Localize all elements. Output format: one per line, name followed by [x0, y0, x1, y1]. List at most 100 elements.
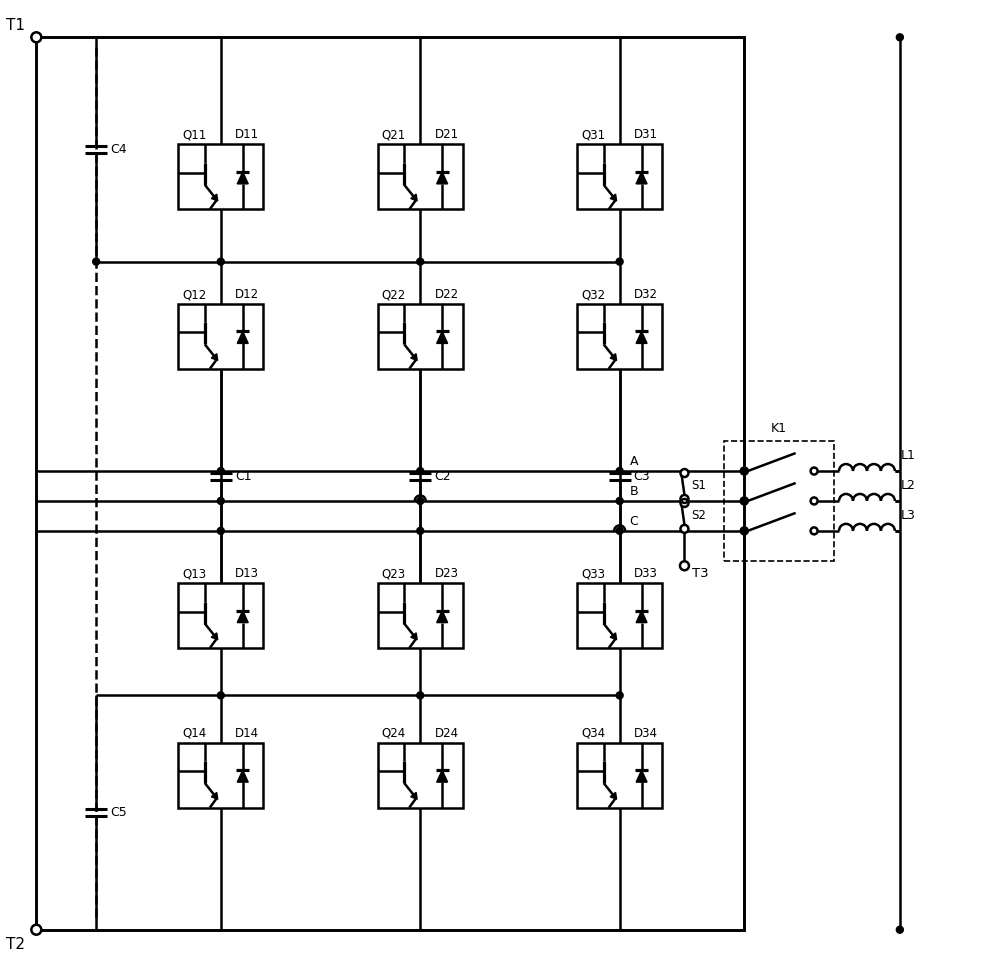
Circle shape — [680, 469, 688, 477]
Text: Q13: Q13 — [182, 567, 207, 581]
Circle shape — [616, 527, 623, 534]
Text: T1: T1 — [6, 17, 25, 33]
Polygon shape — [237, 770, 248, 782]
Text: Q12: Q12 — [182, 288, 207, 301]
Text: A: A — [630, 455, 638, 469]
Circle shape — [741, 527, 748, 534]
Circle shape — [680, 561, 689, 570]
Circle shape — [93, 258, 100, 265]
Text: D32: D32 — [634, 288, 658, 301]
Bar — [178, 145, 263, 210]
Circle shape — [217, 527, 224, 534]
Bar — [577, 743, 662, 808]
Circle shape — [417, 527, 424, 534]
Text: D31: D31 — [634, 128, 658, 141]
Text: D21: D21 — [434, 128, 459, 141]
Bar — [577, 145, 662, 210]
Circle shape — [417, 258, 424, 265]
Text: L3: L3 — [901, 509, 916, 522]
Text: S1: S1 — [691, 479, 706, 493]
Circle shape — [616, 497, 623, 504]
Text: S2: S2 — [691, 509, 706, 523]
Text: D23: D23 — [435, 567, 459, 581]
Polygon shape — [636, 172, 647, 184]
Bar — [378, 743, 463, 808]
Polygon shape — [610, 792, 617, 799]
Text: Q31: Q31 — [581, 128, 605, 141]
Polygon shape — [437, 172, 448, 184]
Polygon shape — [636, 611, 647, 623]
Polygon shape — [237, 331, 248, 343]
Circle shape — [680, 525, 688, 533]
Polygon shape — [211, 194, 218, 201]
Text: K1: K1 — [771, 422, 787, 435]
Polygon shape — [237, 611, 248, 623]
Circle shape — [680, 499, 688, 507]
Circle shape — [417, 692, 424, 698]
Circle shape — [811, 527, 818, 534]
Polygon shape — [437, 331, 448, 343]
Circle shape — [741, 468, 748, 474]
Polygon shape — [411, 354, 417, 360]
Text: Q23: Q23 — [382, 567, 406, 581]
Circle shape — [741, 527, 748, 534]
Text: L1: L1 — [901, 449, 916, 462]
Bar — [178, 743, 263, 808]
Polygon shape — [636, 770, 647, 782]
Text: D33: D33 — [634, 567, 658, 581]
Bar — [178, 583, 263, 648]
Text: B: B — [630, 485, 638, 497]
Text: C5: C5 — [110, 806, 127, 819]
Circle shape — [811, 497, 818, 504]
Circle shape — [31, 924, 41, 935]
Polygon shape — [211, 633, 218, 639]
Bar — [378, 583, 463, 648]
Text: C4: C4 — [110, 143, 127, 156]
Text: Q32: Q32 — [581, 288, 605, 301]
Bar — [724, 441, 834, 561]
Text: L2: L2 — [901, 479, 916, 492]
Text: C3: C3 — [634, 469, 650, 483]
Circle shape — [417, 497, 424, 504]
Polygon shape — [237, 172, 248, 184]
Bar — [577, 304, 662, 369]
Polygon shape — [610, 354, 617, 360]
Circle shape — [741, 497, 748, 504]
Circle shape — [811, 468, 818, 474]
Circle shape — [217, 468, 224, 474]
Circle shape — [896, 926, 903, 933]
Polygon shape — [437, 611, 448, 623]
Circle shape — [217, 258, 224, 265]
Circle shape — [616, 258, 623, 265]
Polygon shape — [610, 194, 617, 201]
Circle shape — [217, 497, 224, 504]
Text: D34: D34 — [634, 726, 658, 740]
Text: D14: D14 — [235, 726, 259, 740]
Text: C: C — [630, 515, 638, 527]
Text: Q34: Q34 — [581, 726, 605, 740]
Bar — [577, 583, 662, 648]
Text: D24: D24 — [434, 726, 459, 740]
Text: T3: T3 — [692, 567, 709, 581]
Text: C2: C2 — [434, 469, 451, 483]
Text: Q33: Q33 — [581, 567, 605, 581]
Polygon shape — [211, 792, 218, 799]
Text: D13: D13 — [235, 567, 259, 581]
Polygon shape — [411, 194, 417, 201]
Bar — [378, 304, 463, 369]
Polygon shape — [411, 792, 417, 799]
Text: C1: C1 — [235, 469, 251, 483]
Text: D12: D12 — [235, 288, 259, 301]
Circle shape — [616, 692, 623, 698]
Polygon shape — [411, 633, 417, 639]
Bar — [36, 38, 744, 929]
Bar — [178, 304, 263, 369]
Text: T2: T2 — [6, 937, 25, 952]
Text: D22: D22 — [434, 288, 459, 301]
Circle shape — [31, 32, 41, 43]
Text: Q14: Q14 — [182, 726, 207, 740]
Text: Q11: Q11 — [182, 128, 207, 141]
Circle shape — [680, 495, 688, 503]
Circle shape — [741, 497, 748, 504]
Circle shape — [741, 468, 748, 474]
